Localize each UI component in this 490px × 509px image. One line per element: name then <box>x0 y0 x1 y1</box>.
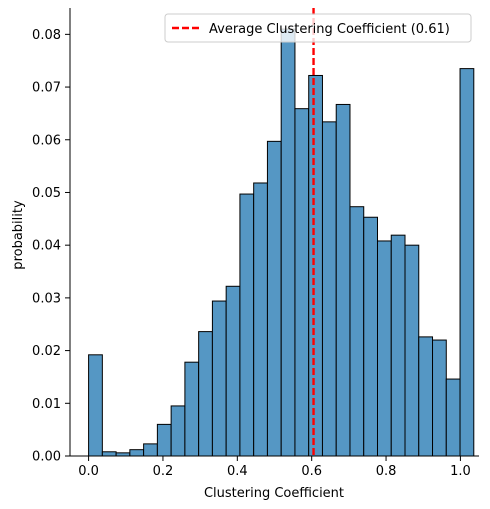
histogram-bar <box>432 339 447 457</box>
histogram-bar <box>390 234 406 457</box>
y-axis-ticks: 0.00 0.01 0.02 0.03 0.04 0.05 0.06 0.07 0.08 <box>32 28 70 465</box>
y-axis-label: probability <box>11 200 26 270</box>
histogram-bar <box>211 300 227 457</box>
histogram-bar <box>266 140 282 457</box>
y-tick-label: 0.04 <box>32 239 61 254</box>
x-tick-label: 0.2 <box>153 464 174 479</box>
y-tick-label: 0.01 <box>32 397 61 412</box>
y-tick-label: 0.02 <box>32 344 61 359</box>
histogram-bar <box>198 331 213 457</box>
histogram-bar <box>239 193 255 457</box>
legend: Average Clustering Coefficient (0.61) <box>164 13 472 43</box>
histogram-bar <box>156 423 172 457</box>
histogram-bar <box>101 451 117 457</box>
histogram-bar <box>363 216 378 457</box>
legend-label: Average Clustering Coefficient (0.61) <box>209 22 450 37</box>
histogram-bar <box>184 361 200 457</box>
histogram-bar <box>129 449 145 457</box>
x-tick-label: 0.0 <box>78 464 99 479</box>
histogram-bar <box>143 443 158 457</box>
histogram-bar <box>418 336 434 457</box>
histogram-bar <box>253 182 268 457</box>
y-tick-label: 0.08 <box>32 28 61 43</box>
histogram-bar <box>280 28 296 457</box>
histogram-bar <box>294 108 310 457</box>
y-tick-label: 0.07 <box>32 81 61 96</box>
histogram-bar <box>170 405 186 457</box>
y-tick-label: 0.03 <box>32 291 61 306</box>
histogram-bar <box>225 285 241 457</box>
x-tick-label: 0.6 <box>301 464 322 479</box>
histogram-bar <box>445 378 461 457</box>
y-tick-label: 0.00 <box>32 450 61 465</box>
histogram-bar <box>349 206 365 457</box>
y-tick-label: 0.05 <box>32 186 61 201</box>
histogram-bars <box>88 28 475 457</box>
x-axis-ticks: 0.0 0.2 0.4 0.6 0.8 1.0 <box>78 456 471 479</box>
x-tick-label: 0.4 <box>227 464 248 479</box>
histogram-bar <box>459 68 475 457</box>
histogram-bar <box>404 244 420 457</box>
histogram-bar <box>335 103 351 457</box>
x-axis-label: Clustering Coefficient <box>204 486 344 501</box>
histogram-bar <box>308 74 323 457</box>
legend-box <box>164 13 472 43</box>
histogram-bar <box>321 121 337 457</box>
histogram-bar <box>376 240 392 457</box>
x-tick-label: 1.0 <box>450 464 471 479</box>
y-tick-label: 0.06 <box>32 133 61 148</box>
histogram-bar <box>88 354 103 457</box>
x-tick-label: 0.8 <box>376 464 397 479</box>
